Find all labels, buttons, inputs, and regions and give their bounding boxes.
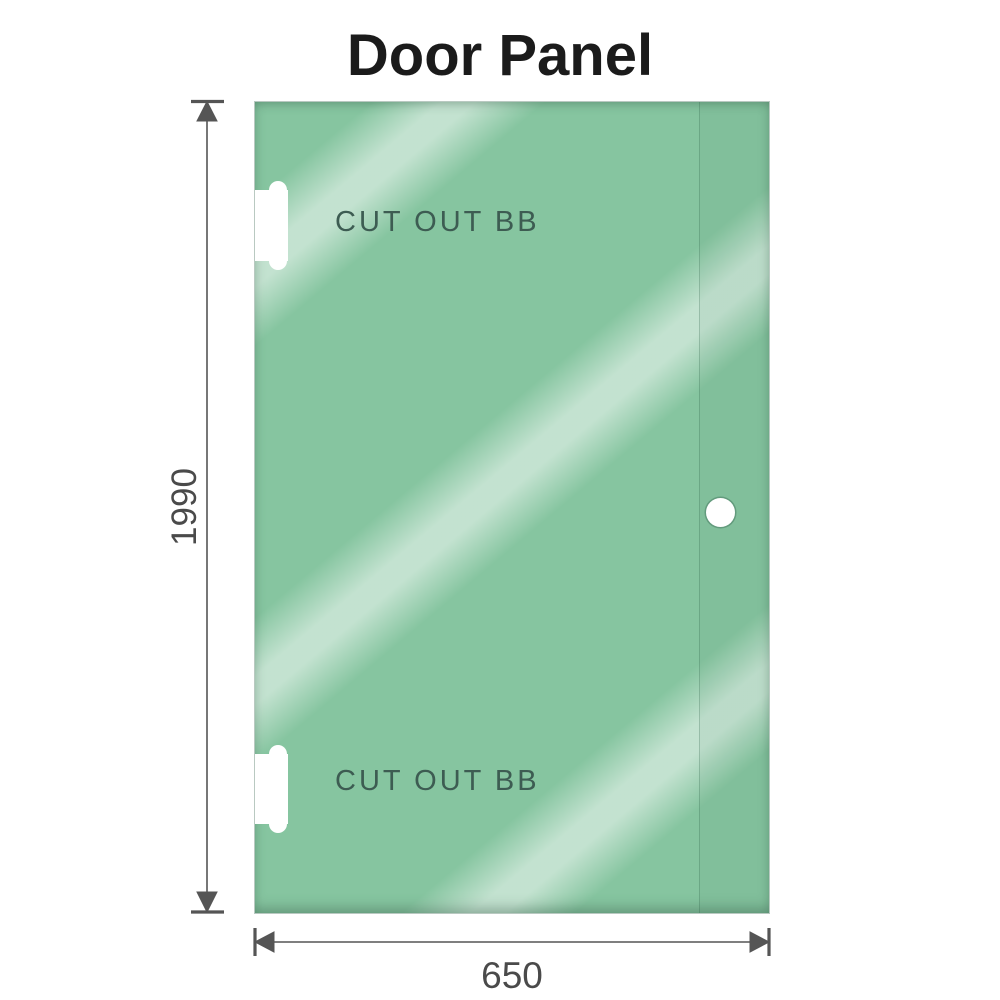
svg-text:1990: 1990 [165, 468, 204, 546]
svg-text:650: 650 [481, 955, 543, 996]
